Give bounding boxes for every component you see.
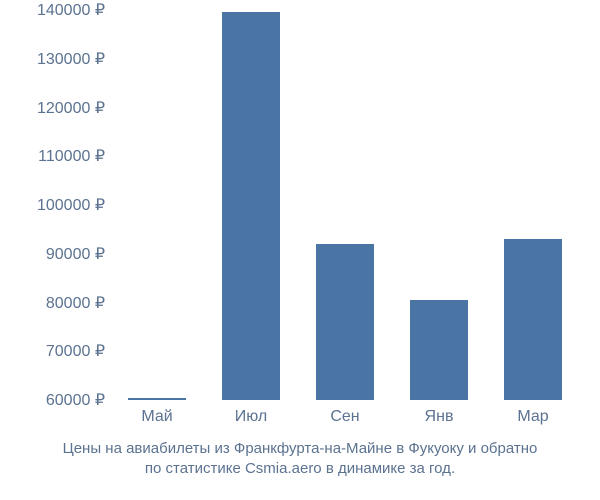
x-tick-label: Май [141, 408, 172, 426]
caption-line2: по статистике Csmia.aero в динамике за г… [0, 458, 600, 479]
bar [504, 239, 562, 400]
x-tick-label: Сен [330, 408, 359, 426]
y-tick-label: 140000 ₽ [37, 0, 105, 20]
y-tick-label: 100000 ₽ [37, 195, 105, 215]
x-tick-label: Июл [235, 408, 267, 426]
x-tick-label: Мар [517, 408, 548, 426]
y-tick-label: 80000 ₽ [46, 293, 105, 313]
y-tick-label: 130000 ₽ [37, 49, 105, 69]
bar [222, 12, 280, 400]
y-tick-label: 110000 ₽ [38, 146, 105, 166]
caption-line1: Цены на авиабилеты из Франкфурта-на-Майн… [0, 438, 600, 459]
plot-area [110, 10, 580, 400]
price-chart: Цены на авиабилеты из Франкфурта-на-Майн… [0, 0, 600, 500]
bar [410, 300, 468, 400]
y-tick-label: 70000 ₽ [46, 341, 105, 361]
y-tick-label: 60000 ₽ [46, 390, 105, 410]
bar [316, 244, 374, 400]
x-tick-label: Янв [425, 408, 454, 426]
y-tick-label: 120000 ₽ [37, 98, 105, 118]
bar [128, 398, 186, 400]
y-tick-label: 90000 ₽ [46, 244, 105, 264]
